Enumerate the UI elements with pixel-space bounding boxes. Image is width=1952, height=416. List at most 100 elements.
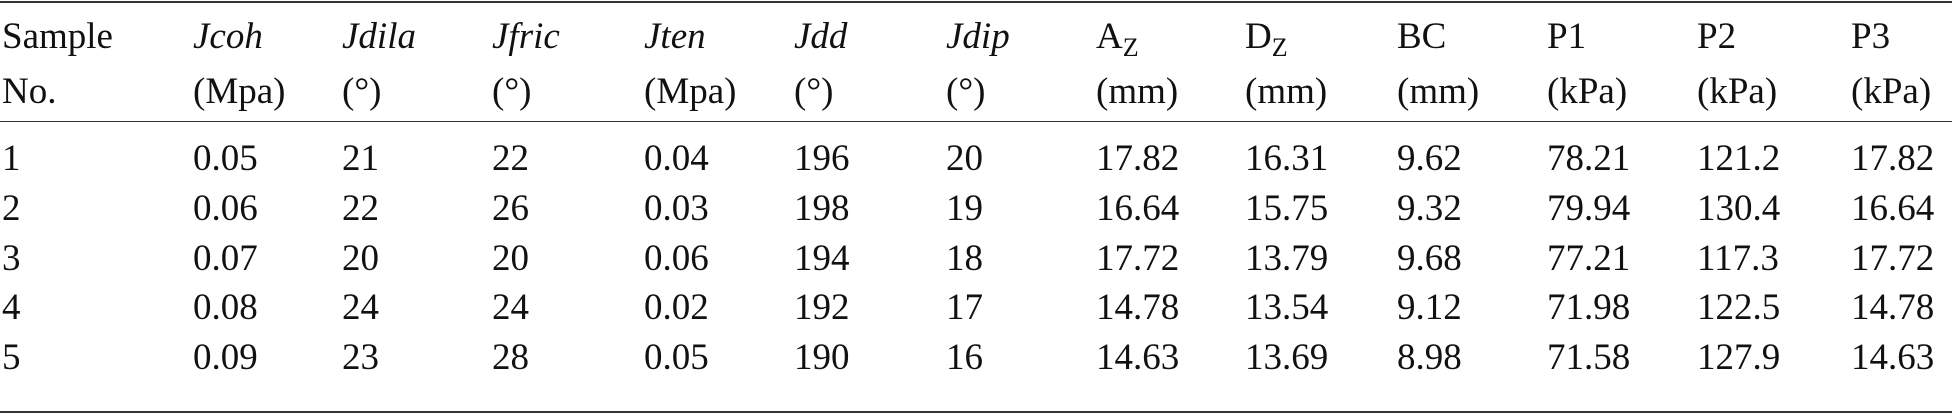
table-cell: 28 — [492, 337, 529, 378]
header-label: A — [1096, 16, 1123, 57]
table-cell: 17.72 — [1851, 238, 1935, 279]
header-label: P3 — [1851, 16, 1891, 57]
header-label: Jdip — [946, 16, 1010, 57]
table-cell: 13.54 — [1245, 287, 1329, 328]
table-cell: 71.98 — [1547, 287, 1631, 328]
table-cell: 26 — [492, 188, 529, 229]
table-cell: 20 — [342, 238, 379, 279]
table-cell: 8.98 — [1397, 337, 1462, 378]
header-label: Jten — [644, 16, 706, 57]
table-cell: 4 — [2, 287, 21, 328]
header-unit: (°) — [946, 71, 986, 112]
header-name: Jdd — [794, 18, 847, 55]
table-cell: 18 — [946, 238, 983, 279]
table-cell: 0.08 — [193, 287, 258, 328]
table-cell: 13.69 — [1245, 337, 1329, 378]
table-cell: 24 — [342, 287, 379, 328]
table-cell: 14.63 — [1851, 337, 1935, 378]
header-subscript: Z — [1271, 33, 1288, 62]
table-cell: 24 — [492, 287, 529, 328]
header-label: P1 — [1547, 16, 1587, 57]
header-name: Jten — [644, 18, 706, 55]
header-unit: (mm) — [1397, 71, 1480, 112]
header-label: Sample — [2, 16, 113, 57]
table-cell: 127.9 — [1697, 337, 1781, 378]
top-rule — [0, 1, 1952, 3]
table-cell: 3 — [2, 238, 21, 279]
table-cell: 9.68 — [1397, 238, 1462, 279]
table-cell: 13.79 — [1245, 238, 1329, 279]
table-cell: 198 — [794, 188, 850, 229]
table-cell: 77.21 — [1547, 238, 1631, 279]
table-cell: 20 — [492, 238, 529, 279]
header-label: Jdila — [342, 16, 416, 57]
header-name: P3 — [1851, 18, 1890, 55]
table-cell: 9.62 — [1397, 138, 1462, 179]
header-name: Jcoh — [193, 18, 263, 55]
table-cell: 78.21 — [1547, 138, 1631, 179]
table-cell: 16.31 — [1245, 138, 1329, 179]
table-cell: 0.06 — [644, 238, 709, 279]
table-cell: 17.72 — [1096, 238, 1180, 279]
table-cell: 190 — [794, 337, 850, 378]
table-cell: 17.82 — [1851, 138, 1935, 179]
header-name: P2 — [1697, 18, 1736, 55]
table-cell: 0.06 — [193, 188, 258, 229]
table-cell: 14.78 — [1851, 287, 1935, 328]
header-name: Jfric — [492, 18, 560, 55]
header-name: Jdip — [946, 18, 1010, 55]
header-subscript: Z — [1122, 33, 1139, 62]
table-cell: 21 — [342, 138, 379, 179]
table-cell: 0.09 — [193, 337, 258, 378]
table-cell: 0.03 — [644, 188, 709, 229]
table-cell: 79.94 — [1547, 188, 1631, 229]
header-unit: (Mpa) — [644, 71, 737, 112]
table-cell: 2 — [2, 188, 21, 229]
header-name: Jdila — [342, 18, 416, 55]
table-cell: 16.64 — [1096, 188, 1180, 229]
table-cell: 122.5 — [1697, 287, 1781, 328]
table-cell: 1 — [2, 138, 21, 179]
header-unit: (kPa) — [1547, 71, 1628, 112]
table-cell: 0.07 — [193, 238, 258, 279]
table-cell: 0.05 — [193, 138, 258, 179]
table-cell: 0.02 — [644, 287, 709, 328]
table-cell: 196 — [794, 138, 850, 179]
table-cell: 192 — [794, 287, 850, 328]
header-unit: (°) — [492, 71, 532, 112]
header-label: BC — [1397, 16, 1447, 57]
table-cell: 22 — [342, 188, 379, 229]
header-label: P2 — [1697, 16, 1737, 57]
table-cell: 0.05 — [644, 337, 709, 378]
table-cell: 17.82 — [1096, 138, 1180, 179]
header-unit: (mm) — [1245, 71, 1328, 112]
table-cell: 16 — [946, 337, 983, 378]
table-cell: 14.63 — [1096, 337, 1180, 378]
header-label: D — [1245, 16, 1272, 57]
table-cell: 14.78 — [1096, 287, 1180, 328]
header-unit: (kPa) — [1697, 71, 1778, 112]
header-unit: (°) — [342, 71, 382, 112]
table-cell: 22 — [492, 138, 529, 179]
table-cell: 71.58 — [1547, 337, 1631, 378]
table-cell: 20 — [946, 138, 983, 179]
header-unit: (mm) — [1096, 71, 1179, 112]
bottom-rule — [0, 411, 1952, 413]
table-cell: 5 — [2, 337, 21, 378]
table-cell: 121.2 — [1697, 138, 1781, 179]
header-unit: (Mpa) — [193, 71, 286, 112]
table-cell: 23 — [342, 337, 379, 378]
header-label: Jdd — [794, 16, 848, 57]
header-label: Jcoh — [193, 16, 263, 57]
header-unit: No. — [2, 71, 57, 112]
table-cell: 130.4 — [1697, 188, 1781, 229]
header-rule — [0, 121, 1952, 122]
table-cell: 19 — [946, 188, 983, 229]
table-cell: 16.64 — [1851, 188, 1935, 229]
table-cell: 117.3 — [1697, 238, 1779, 279]
header-label: Jfric — [492, 16, 560, 57]
table-cell: 194 — [794, 238, 850, 279]
header-unit: (kPa) — [1851, 71, 1932, 112]
table-cell: 15.75 — [1245, 188, 1329, 229]
